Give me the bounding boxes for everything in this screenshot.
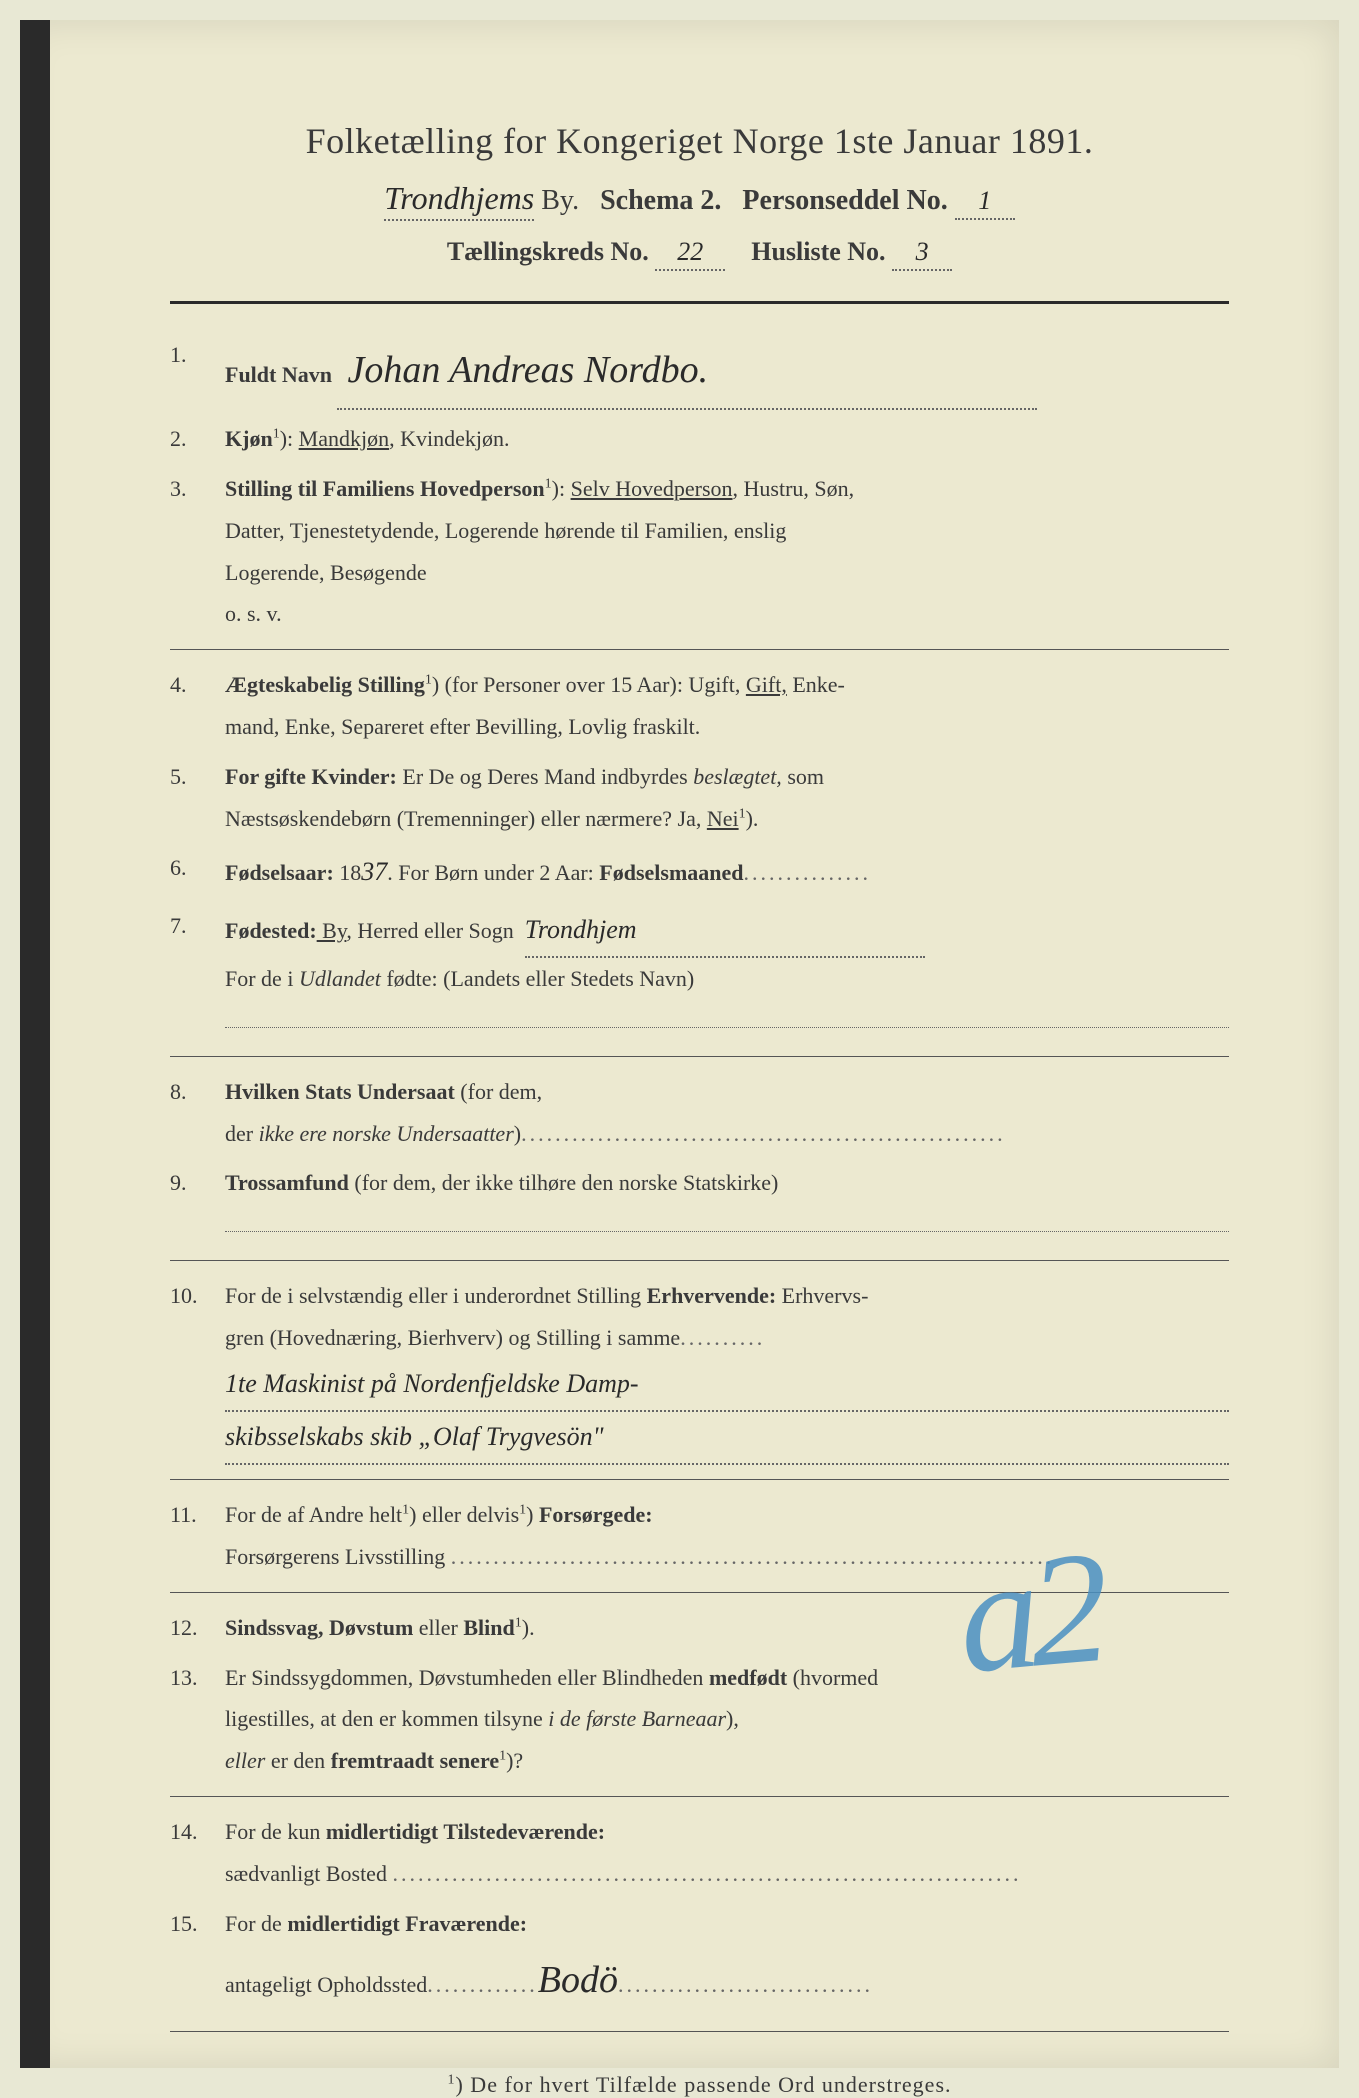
- schema-label: Schema 2.: [600, 185, 721, 216]
- field-label: Hvilken Stats Undersaat: [225, 1079, 455, 1104]
- field-label: Trossamfund: [225, 1170, 349, 1195]
- birthplace-value: Trondhjem: [525, 905, 925, 958]
- taellingskreds-label: Tællingskreds No.: [447, 237, 649, 266]
- field-10: 10. For de i selvstændig eller i underor…: [170, 1275, 1229, 1465]
- blank-line: [225, 1010, 1229, 1028]
- personseddel-label: Personseddel No.: [742, 185, 947, 216]
- field-num: 11.: [170, 1494, 225, 1578]
- divider-bottom: [170, 2031, 1229, 2032]
- field-5: 5. For gifte Kvinder: Er De og Deres Man…: [170, 756, 1229, 840]
- field-6: 6. Fødselsaar: 1837. For Børn under 2 Aa…: [170, 847, 1229, 896]
- divider-top: [170, 301, 1229, 304]
- personseddel-no: 1: [955, 186, 1015, 220]
- field-14: 14. For de kun midlertidigt Tilstedevære…: [170, 1811, 1229, 1895]
- field-num: 7.: [170, 905, 225, 1042]
- field-num: 15.: [170, 1903, 225, 2017]
- kreds-husliste-line: Tællingskreds No. 22 Husliste No. 3: [170, 237, 1229, 271]
- form-title: Folketælling for Kongeriget Norge 1ste J…: [170, 120, 1229, 162]
- field-label: For gifte Kvinder:: [225, 764, 397, 789]
- divider: [170, 649, 1229, 650]
- field-label: Ægteskabelig Stilling: [225, 672, 425, 697]
- divider: [170, 1260, 1229, 1261]
- field-num: 3.: [170, 468, 225, 635]
- sex-underlined: Mandkjøn: [299, 426, 389, 451]
- field-num: 14.: [170, 1811, 225, 1895]
- census-form-page: Folketælling for Kongeriget Norge 1ste J…: [20, 20, 1339, 2068]
- field-4: 4. Ægteskabelig Stilling1) (for Personer…: [170, 664, 1229, 748]
- divider: [170, 1796, 1229, 1797]
- blue-pencil-annotation: a2: [951, 1514, 1107, 1710]
- field-label: Fødested:: [225, 918, 317, 943]
- related-underlined: Nei: [707, 806, 739, 831]
- field-label: Kjøn: [225, 426, 273, 451]
- birth-year: 37: [361, 857, 387, 886]
- field-label: Fødselsaar:: [225, 860, 334, 885]
- field-3: 3. Stilling til Familiens Hovedperson1):…: [170, 468, 1229, 635]
- form-header: Folketælling for Kongeriget Norge 1ste J…: [170, 120, 1229, 271]
- field-label: Stilling til Familiens Hovedperson: [225, 476, 545, 501]
- field-9: 9. Trossamfund (for dem, der ikke tilhør…: [170, 1162, 1229, 1246]
- husliste-label: Husliste No.: [751, 237, 885, 266]
- field-1: 1. Fuldt Navn Johan Andreas Nordbo.: [170, 334, 1229, 410]
- taellingskreds-no: 22: [655, 237, 725, 271]
- divider: [170, 1056, 1229, 1057]
- occupation-line1: 1te Maskinist på Nordenfjeldske Damp-: [225, 1359, 1229, 1412]
- city-schema-line: Trondhjems By. Schema 2. Personseddel No…: [170, 180, 1229, 221]
- field-num: 1.: [170, 334, 225, 410]
- full-name-value: Johan Andreas Nordbo.: [337, 334, 1037, 410]
- field-num: 12.: [170, 1607, 225, 1649]
- field-num: 8.: [170, 1071, 225, 1155]
- marital-underlined: Gift,: [746, 672, 787, 697]
- field-label: Fuldt Navn: [225, 362, 332, 387]
- absent-location: Bodö: [538, 1959, 618, 2001]
- footnote: 1) De for hvert Tilfælde passende Ord un…: [170, 2072, 1229, 2098]
- husliste-no: 3: [892, 237, 952, 271]
- divider: [170, 1479, 1229, 1480]
- blank-line: [225, 1214, 1229, 1232]
- city-label: By.: [541, 185, 579, 216]
- occupation-line2: skibsselskabs skib „Olaf Trygvesön": [225, 1412, 1229, 1465]
- position-underlined: Selv Hovedperson: [571, 476, 733, 501]
- field-num: 6.: [170, 847, 225, 896]
- field-num: 9.: [170, 1162, 225, 1246]
- field-2: 2. Kjøn1): Mandkjøn, Kvindekjøn.: [170, 418, 1229, 460]
- field-7: 7. Fødested: By, Herred eller Sogn Trond…: [170, 905, 1229, 1042]
- form-fields: 1. Fuldt Navn Johan Andreas Nordbo. 2. K…: [170, 334, 1229, 2032]
- city-handwritten: Trondhjems: [384, 180, 534, 221]
- field-num: 13.: [170, 1657, 225, 1782]
- field-num: 4.: [170, 664, 225, 748]
- field-15: 15. For de midlertidigt Fraværende: anta…: [170, 1903, 1229, 2017]
- field-num: 2.: [170, 418, 225, 460]
- field-num: 5.: [170, 756, 225, 840]
- field-8: 8. Hvilken Stats Undersaat (for dem, der…: [170, 1071, 1229, 1155]
- field-num: 10.: [170, 1275, 225, 1465]
